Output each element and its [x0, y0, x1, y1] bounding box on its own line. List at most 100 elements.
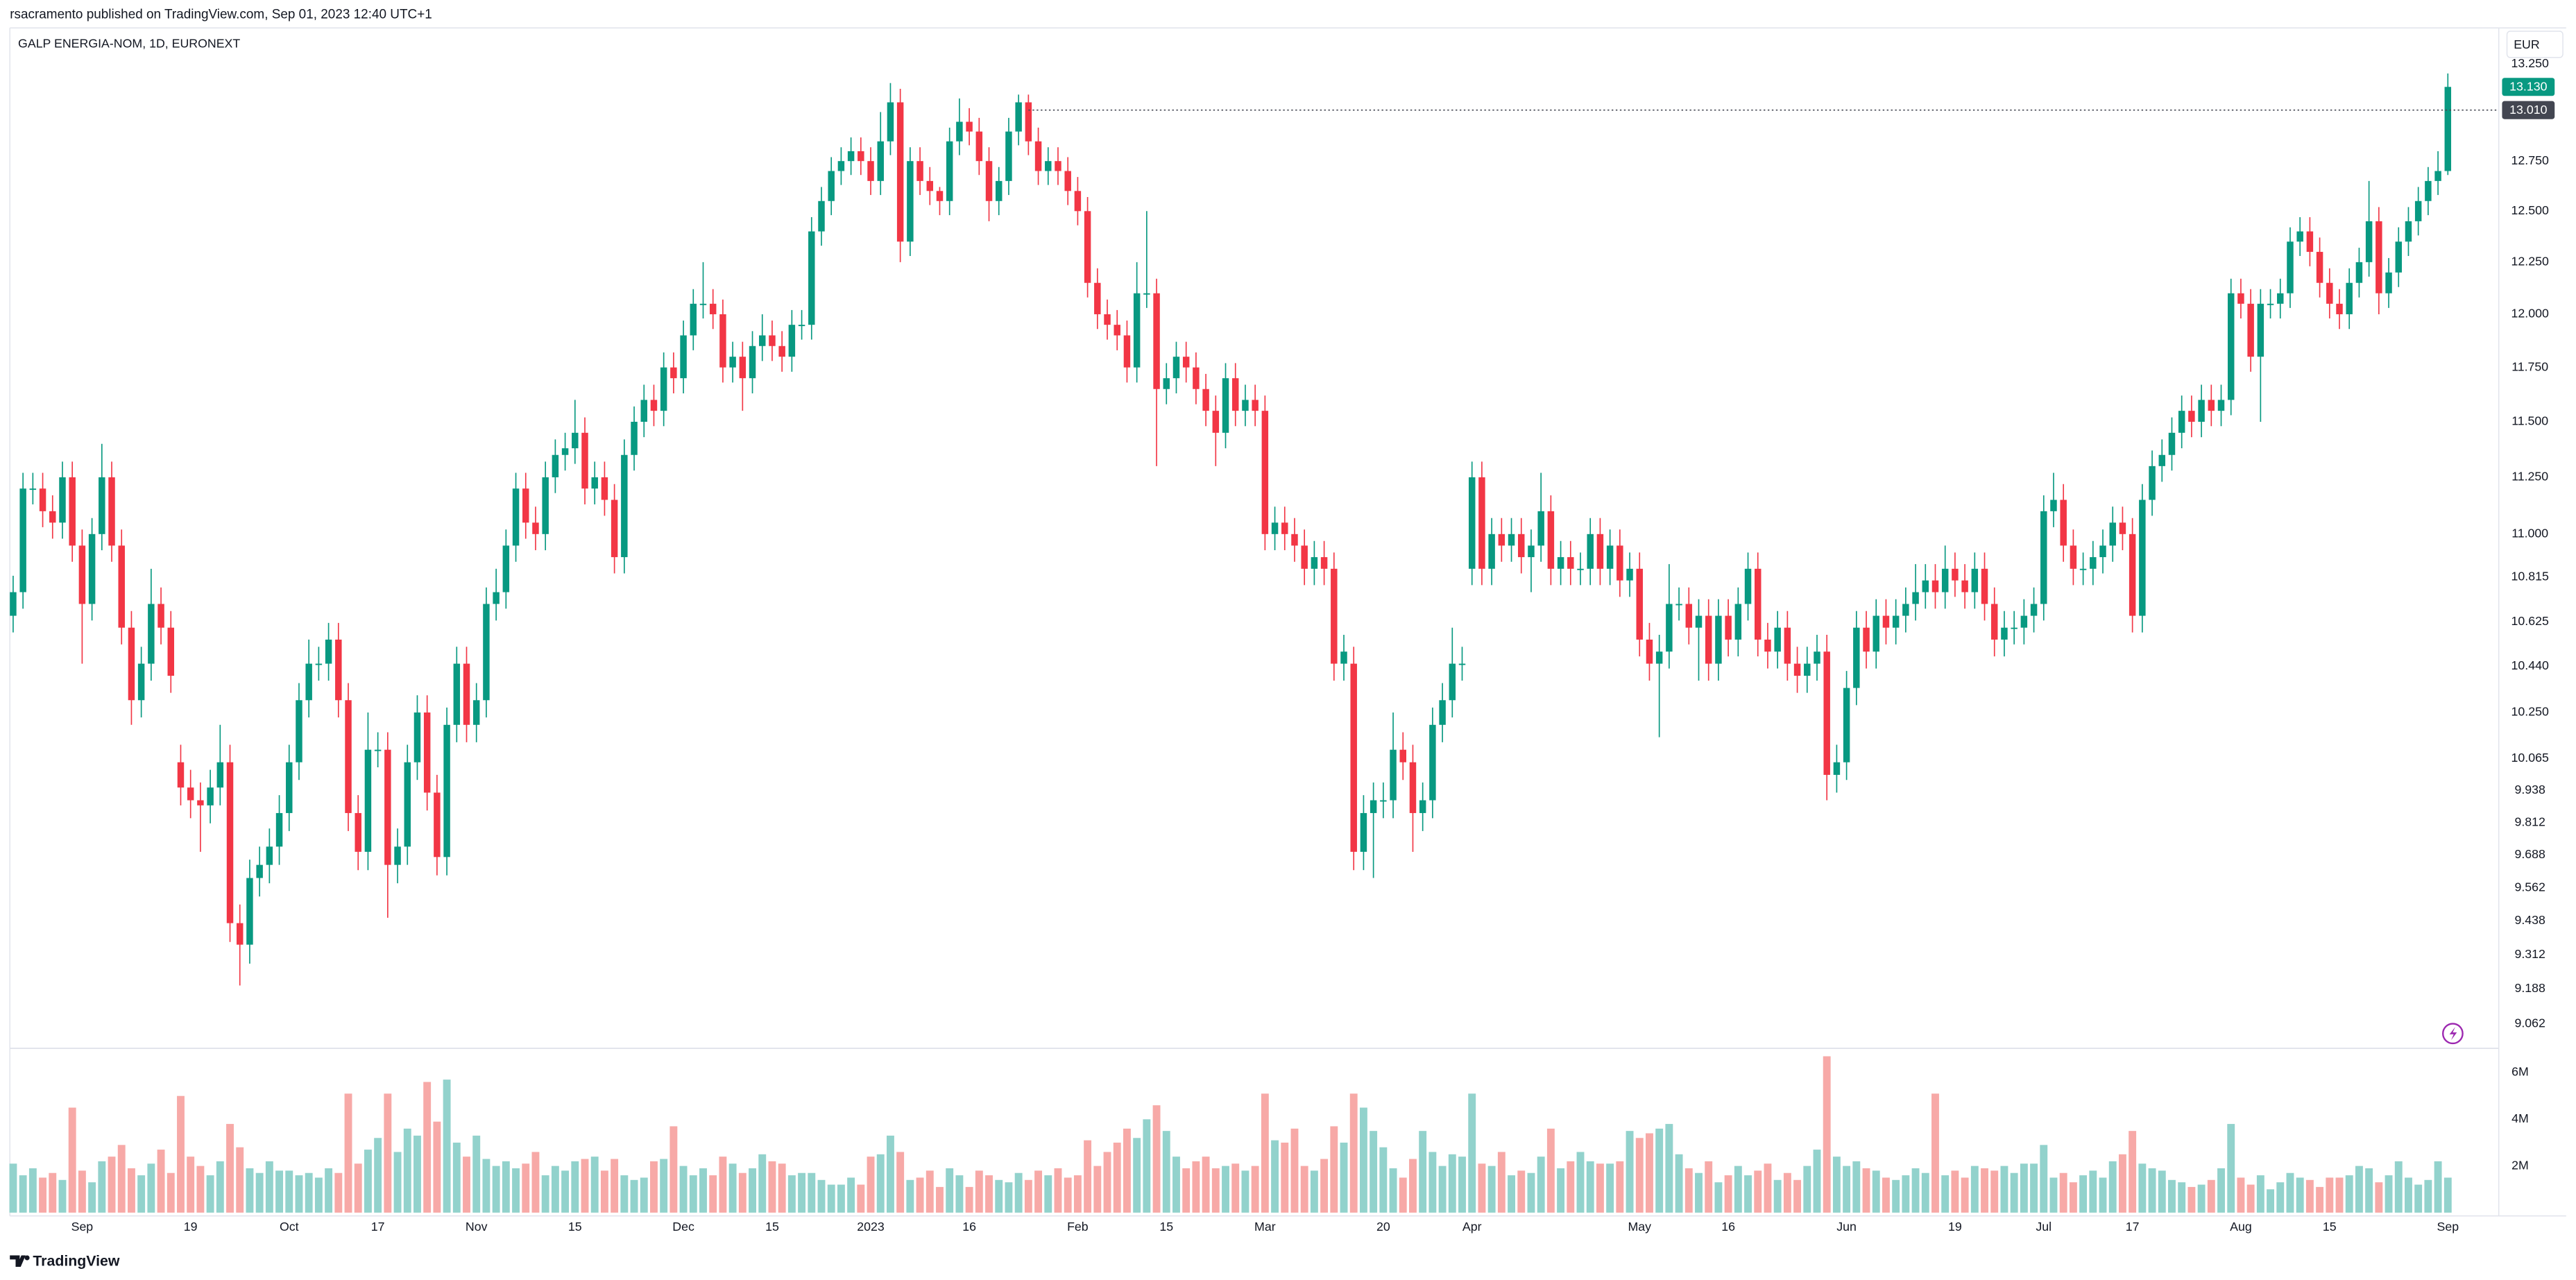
- volume-bar: [472, 1135, 481, 1213]
- candle-body: [2099, 545, 2106, 558]
- volume-bar: [1438, 1166, 1447, 1213]
- x-tick-label: 19: [1948, 1220, 1962, 1234]
- candle-body: [19, 488, 26, 592]
- volume-bar: [49, 1172, 57, 1213]
- volume-bar: [305, 1172, 313, 1213]
- candle-body: [305, 663, 312, 701]
- candle-body: [2395, 241, 2402, 273]
- volume-bar: [1330, 1126, 1338, 1213]
- volume-bar: [995, 1179, 1003, 1213]
- y-tick-label: 10.250: [2511, 705, 2549, 719]
- candle-body: [1281, 522, 1288, 534]
- candle-body: [1764, 639, 1771, 652]
- volume-bar: [1567, 1161, 1575, 1213]
- candle-body: [1715, 615, 1722, 664]
- volume-bar: [522, 1163, 530, 1213]
- y-tick-label: 11.750: [2511, 359, 2548, 373]
- volume-bar: [88, 1182, 96, 1213]
- volume-tick-label: 4M: [2511, 1111, 2529, 1125]
- volume-bar: [2148, 1168, 2156, 1213]
- candle-body: [177, 762, 185, 788]
- candle-body: [1074, 191, 1082, 212]
- volume-bar: [620, 1175, 629, 1213]
- volume-bar: [1941, 1175, 1950, 1213]
- candle-body: [916, 161, 923, 181]
- volume-bar: [1764, 1163, 1772, 1213]
- volume-bar: [354, 1163, 362, 1213]
- candle-body: [1449, 663, 1456, 701]
- candle-body: [1015, 102, 1022, 132]
- volume-bar: [374, 1138, 382, 1213]
- candle-body: [1123, 335, 1131, 368]
- candle-body: [1823, 651, 1830, 775]
- volume-bar: [1527, 1172, 1535, 1213]
- volume-bar: [1832, 1157, 1841, 1213]
- volume-bar: [1773, 1179, 1782, 1213]
- candle-body: [601, 477, 608, 500]
- x-tick-label: 19: [184, 1220, 198, 1234]
- volume-bar: [1320, 1159, 1329, 1213]
- candle-body: [739, 357, 747, 379]
- volume-bar: [413, 1135, 421, 1213]
- candle-body: [1931, 580, 1939, 592]
- volume-bar: [403, 1128, 411, 1213]
- candle-body: [1419, 800, 1426, 813]
- candle-body: [472, 700, 480, 725]
- volume-bar: [867, 1157, 875, 1213]
- volume-bars: [9, 1056, 2452, 1213]
- volume-bar: [1310, 1170, 1318, 1213]
- volume-bar: [1044, 1175, 1052, 1213]
- candle-body: [1222, 378, 1229, 433]
- volume-bar: [2108, 1161, 2117, 1213]
- volume-bar: [590, 1157, 599, 1213]
- volume-bar: [1123, 1128, 1131, 1213]
- candle-body: [502, 545, 510, 592]
- candle-body: [1271, 522, 1279, 534]
- candle-body: [1005, 131, 1012, 181]
- candle-body: [749, 345, 756, 379]
- volume-bar: [1143, 1119, 1151, 1213]
- candle-body: [926, 180, 934, 191]
- candle-body: [1202, 389, 1209, 411]
- volume-bar: [827, 1184, 835, 1213]
- candle-body: [236, 923, 244, 945]
- candle-body: [1804, 663, 1811, 676]
- volume-bar: [2305, 1179, 2314, 1213]
- candle-body: [1675, 604, 1682, 606]
- candle-body: [1094, 282, 1101, 314]
- candle-body: [966, 121, 973, 132]
- x-tick-label: 2023: [857, 1220, 885, 1234]
- volume-bar: [837, 1184, 845, 1213]
- volume-bar: [39, 1177, 47, 1213]
- volume-bar: [2365, 1168, 2373, 1213]
- volume-bar: [965, 1186, 973, 1213]
- candle-body: [1380, 800, 1387, 802]
- candle-body: [1705, 615, 1712, 664]
- candle-body: [1912, 592, 1919, 604]
- candle-body: [1252, 400, 1259, 411]
- candle-body: [1114, 325, 1120, 336]
- y-tick-label: 9.438: [2514, 913, 2545, 927]
- candle-body: [315, 663, 323, 665]
- candle-body: [2030, 604, 2038, 616]
- volume-bar: [502, 1161, 510, 1213]
- candle-body: [1685, 604, 1693, 628]
- candle-body: [2277, 293, 2284, 304]
- volume-bar: [2326, 1177, 2334, 1213]
- candle-body: [266, 846, 273, 865]
- volume-bar: [1241, 1170, 1249, 1213]
- y-tick-label: 10.065: [2511, 751, 2549, 765]
- volume-bar: [1665, 1124, 1673, 1213]
- volume-bar: [719, 1157, 727, 1213]
- candle-body: [1843, 688, 1850, 762]
- x-tick-label: 20: [1376, 1220, 1390, 1234]
- volume-bar: [364, 1150, 372, 1213]
- candle-body: [1212, 411, 1220, 433]
- volume-bar: [1616, 1161, 1624, 1213]
- y-tick-label: 9.062: [2514, 1016, 2545, 1030]
- candle-body: [798, 325, 805, 327]
- candle-body: [2119, 522, 2126, 534]
- candle-body: [542, 477, 549, 534]
- caption: rsacramento published on TradingView.com…: [10, 7, 432, 22]
- candle-body: [1301, 545, 1308, 569]
